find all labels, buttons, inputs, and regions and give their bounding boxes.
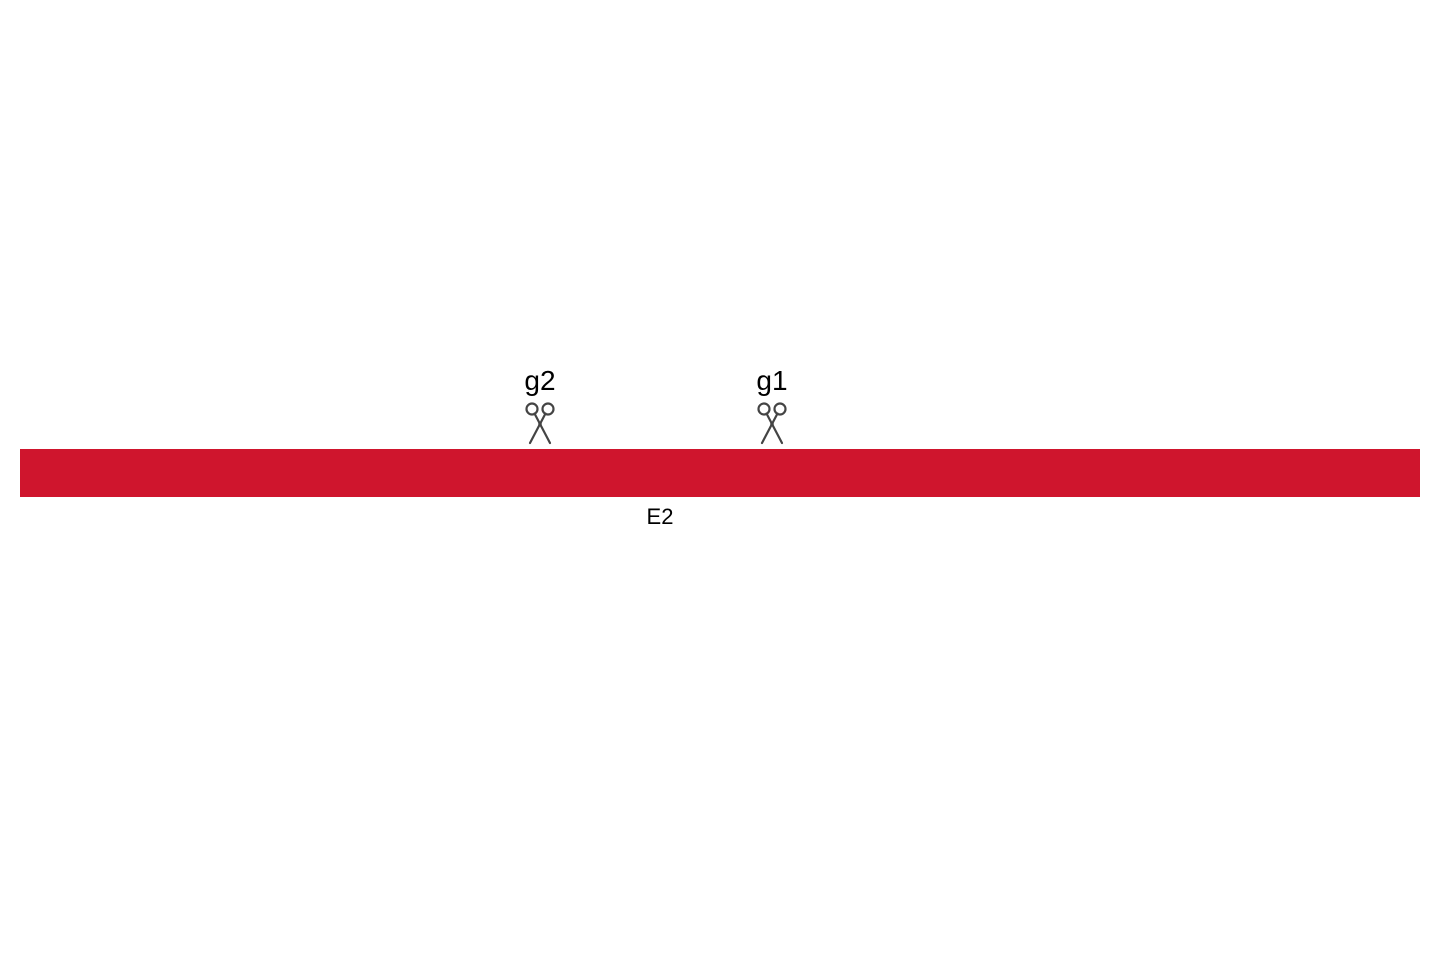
cut-label: g1 (756, 365, 787, 397)
cut-marker-g2: g2 (520, 365, 560, 445)
cut-label: g2 (524, 365, 555, 397)
cut-marker-g1: g1 (752, 365, 792, 445)
exon-bar-label: E2 (647, 504, 674, 530)
exon-bar (20, 449, 1420, 497)
scissors-icon (520, 401, 560, 445)
scissors-icon (752, 401, 792, 445)
